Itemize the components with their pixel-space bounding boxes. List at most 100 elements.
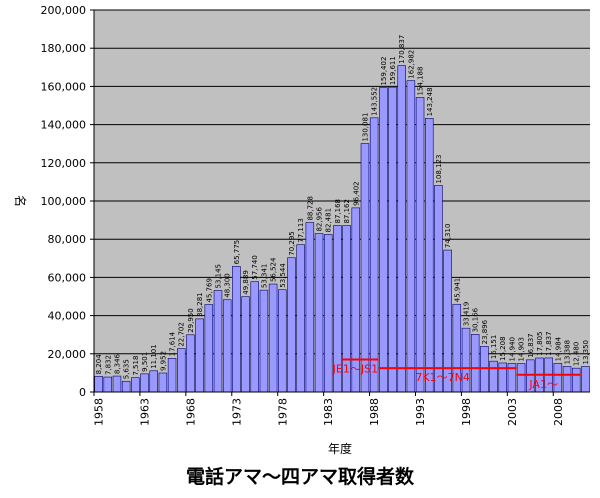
bar: [232, 266, 241, 393]
bar: [323, 234, 333, 393]
era-label: 7K1～7N4: [415, 371, 469, 384]
data-label: 159,402: [380, 57, 388, 86]
bar: [581, 366, 590, 393]
data-label: 17,837: [545, 331, 553, 356]
data-label: 162,982: [407, 50, 415, 79]
data-label: 15,208: [499, 336, 507, 360]
bar: [406, 80, 416, 393]
bar: [434, 185, 443, 393]
x-axis-title: 年度: [328, 441, 352, 456]
x-tick-label: 2008: [552, 398, 565, 426]
bar: [516, 363, 526, 393]
bar: [149, 370, 158, 393]
data-label: 159,611: [389, 56, 397, 85]
bar: [140, 373, 149, 393]
bar: [397, 65, 406, 393]
y-tick-label: 200,000: [41, 4, 87, 17]
data-label: 130,081: [361, 113, 369, 142]
data-label: 33,419: [463, 302, 471, 327]
era-label: JA1～: [528, 378, 558, 391]
data-label: 9,952: [159, 351, 167, 371]
bar: [94, 376, 103, 393]
data-label: 7,518: [132, 356, 140, 376]
data-label: 13,350: [582, 340, 590, 365]
data-label: 87,168: [334, 199, 342, 224]
chart: 0 20,000 40,000 60,000 80,000 100,000 120,000 1…: [13, 4, 590, 456]
x-tick-label: 1958: [93, 398, 106, 426]
data-label: 16,151: [490, 335, 498, 360]
data-label: 53,341: [260, 264, 268, 289]
bar: [103, 376, 113, 393]
x-tick-label: 1968: [184, 398, 197, 426]
bar: [259, 289, 269, 393]
bar: [480, 346, 489, 393]
bar: [415, 97, 425, 393]
data-label: 48,300: [224, 273, 232, 298]
data-label: 82,481: [325, 208, 333, 233]
y-tick-label: 140,000: [41, 119, 87, 132]
bar: [158, 372, 168, 393]
y-tick-label: 100,000: [41, 195, 87, 208]
y-tick-label: 80,000: [48, 233, 87, 246]
y-tick-label: 20,000: [48, 348, 87, 361]
data-label: 9,501: [141, 352, 149, 372]
data-label: 13,388: [564, 340, 572, 365]
bar: [314, 233, 324, 393]
data-label: 70,295: [288, 231, 296, 256]
bar: [204, 304, 214, 393]
data-label: 12,480: [573, 342, 581, 367]
y-tick-label: 60,000: [48, 271, 87, 284]
bar: [562, 366, 572, 393]
data-label: 57,740: [251, 255, 259, 280]
data-label: 108,123: [435, 155, 443, 184]
x-tick-label: 1983: [322, 398, 335, 426]
bar: [177, 348, 186, 393]
data-label: 154,188: [417, 67, 425, 96]
data-label: 77,113: [297, 218, 305, 243]
bar: [186, 334, 195, 393]
data-label: 53,145: [215, 264, 223, 289]
bar: [167, 358, 177, 393]
chart-title: 電話アマ～四アマ取得者数: [185, 466, 414, 488]
data-label: 45,769: [205, 278, 213, 303]
bar: [222, 299, 232, 393]
data-label: 170,837: [398, 35, 406, 64]
bar: [388, 86, 397, 393]
x-tick-label: 1963: [139, 398, 152, 426]
data-label: 65,775: [233, 240, 241, 264]
data-label: 23,896: [481, 319, 489, 344]
bar: [121, 380, 131, 393]
data-label: 74,310: [444, 224, 452, 249]
bar: [360, 143, 370, 393]
data-label: 56,524: [270, 257, 278, 282]
data-label: 38,281: [196, 292, 204, 317]
data-label: 16,837: [527, 333, 535, 358]
data-label: 45,941: [453, 278, 461, 303]
bar: [296, 244, 305, 393]
data-label: 96,402: [352, 181, 360, 206]
y-tick-label: 0: [79, 386, 86, 399]
data-label: 14,940: [508, 337, 516, 362]
bar: [470, 334, 480, 393]
data-label: 143,552: [371, 87, 379, 116]
bar: [195, 318, 204, 393]
x-tick-label: 1978: [276, 398, 289, 426]
y-axis-title: 名: [13, 195, 28, 207]
bar: [305, 222, 315, 393]
bar: [379, 87, 388, 393]
data-label: 11,101: [150, 344, 158, 369]
data-label: 53,544: [279, 263, 287, 288]
bar: [425, 118, 434, 393]
data-label: 8,346: [113, 353, 121, 374]
bar: [213, 290, 223, 393]
data-label: 29,950: [187, 308, 195, 333]
y-tick-label: 160,000: [41, 80, 87, 93]
bar: [278, 289, 287, 393]
y-tick-label: 40,000: [48, 310, 87, 323]
x-tick-label: 2003: [506, 398, 519, 426]
data-label: 7,832: [104, 355, 112, 375]
data-label: 87,162: [343, 199, 351, 224]
bar: [571, 367, 581, 393]
x-tick-label: 1993: [414, 398, 427, 426]
data-label: 8,204: [95, 354, 103, 375]
